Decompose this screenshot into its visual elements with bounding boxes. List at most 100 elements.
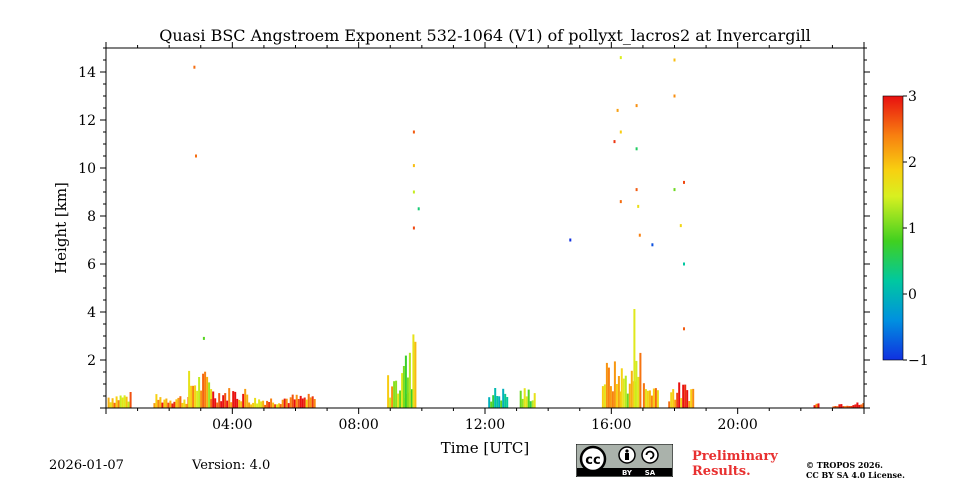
data-column — [181, 402, 184, 408]
data-column — [684, 384, 687, 408]
data-column — [129, 392, 132, 408]
data-column — [854, 404, 857, 408]
data-column — [389, 397, 392, 408]
data-column — [285, 398, 288, 408]
y-tick-label: 10 — [78, 161, 96, 177]
data-column — [832, 406, 835, 408]
data-column — [111, 398, 114, 408]
colorbar-tick-label: 0 — [908, 287, 917, 303]
data-column — [404, 355, 407, 408]
data-region — [279, 393, 316, 408]
data-column — [682, 384, 685, 408]
plot-frame — [105, 47, 865, 409]
data-column — [127, 401, 130, 408]
data-region — [813, 403, 820, 408]
data-column — [678, 382, 681, 408]
data-column — [157, 399, 160, 408]
data-column — [391, 386, 394, 408]
data-region — [633, 309, 642, 408]
data-point — [683, 262, 685, 266]
data-column — [212, 391, 215, 408]
data-region — [642, 383, 659, 408]
data-column — [692, 388, 695, 408]
data-column — [125, 396, 128, 408]
data-column — [531, 400, 534, 408]
data-point — [616, 108, 619, 112]
y-tick-label: 8 — [87, 209, 96, 225]
data-column — [521, 398, 524, 408]
data-column — [179, 396, 182, 408]
data-column — [615, 384, 618, 408]
data-column — [260, 401, 263, 408]
colorbar-tick-label: −1 — [908, 353, 929, 369]
data-column — [163, 399, 166, 408]
data-column — [279, 404, 282, 408]
data-column — [268, 402, 271, 408]
data-column — [650, 395, 653, 408]
data-column — [626, 393, 629, 408]
data-column — [490, 401, 493, 408]
data-column — [175, 399, 178, 408]
data-column — [628, 383, 631, 408]
data-column — [200, 390, 203, 408]
data-column — [686, 390, 689, 408]
data-column — [648, 390, 651, 408]
data-column — [254, 397, 257, 408]
data-column — [183, 399, 186, 408]
data-column — [387, 375, 390, 408]
data-column — [299, 395, 302, 408]
data-column — [834, 406, 837, 408]
data-point — [635, 188, 638, 192]
colorbar — [882, 95, 904, 361]
data-column — [293, 399, 296, 408]
data-column — [206, 376, 209, 408]
data-column — [523, 388, 526, 408]
data-column — [813, 405, 816, 408]
data-column — [188, 370, 191, 408]
data-column — [256, 403, 259, 408]
data-column — [113, 402, 116, 408]
data-point — [683, 180, 685, 184]
data-point — [412, 226, 415, 230]
data-point — [193, 65, 196, 69]
data-column — [214, 398, 217, 408]
copyright-line2: CC BY SA 4.0 License. — [806, 470, 905, 480]
data-column — [402, 366, 405, 408]
x-tick-label: 12:00 — [465, 417, 505, 433]
data-column — [262, 400, 265, 408]
data-column — [252, 402, 255, 408]
data-column — [218, 393, 221, 408]
data-column — [291, 394, 294, 408]
data-column — [311, 396, 314, 408]
data-column — [190, 385, 193, 408]
data-point — [412, 164, 415, 168]
data-column — [230, 402, 233, 408]
sa-icon — [641, 446, 659, 464]
data-column — [173, 401, 176, 408]
data-column — [395, 380, 398, 408]
data-column — [281, 399, 284, 408]
data-column — [202, 373, 205, 408]
sa-label: SA — [645, 469, 656, 477]
data-column — [307, 393, 310, 408]
data-column — [313, 399, 316, 408]
data-column — [607, 367, 610, 408]
data-column — [652, 388, 655, 408]
data-column — [107, 397, 110, 408]
data-column — [117, 400, 120, 408]
y-tick-label: 12 — [78, 113, 96, 129]
data-column — [276, 404, 279, 408]
data-column — [690, 389, 693, 408]
data-column — [397, 393, 400, 408]
data-column — [622, 378, 625, 408]
data-region — [832, 402, 865, 408]
data-column — [492, 395, 495, 408]
data-column — [494, 388, 497, 408]
data-column — [185, 403, 188, 408]
data-column — [639, 352, 642, 408]
y-tick-label: 6 — [87, 257, 96, 273]
y-tick-label: 4 — [87, 305, 96, 321]
y-axis: 2 4 6 8 10 12 14 — [78, 47, 870, 409]
data-column — [410, 389, 413, 408]
preliminary-line1: Preliminary — [692, 449, 778, 464]
